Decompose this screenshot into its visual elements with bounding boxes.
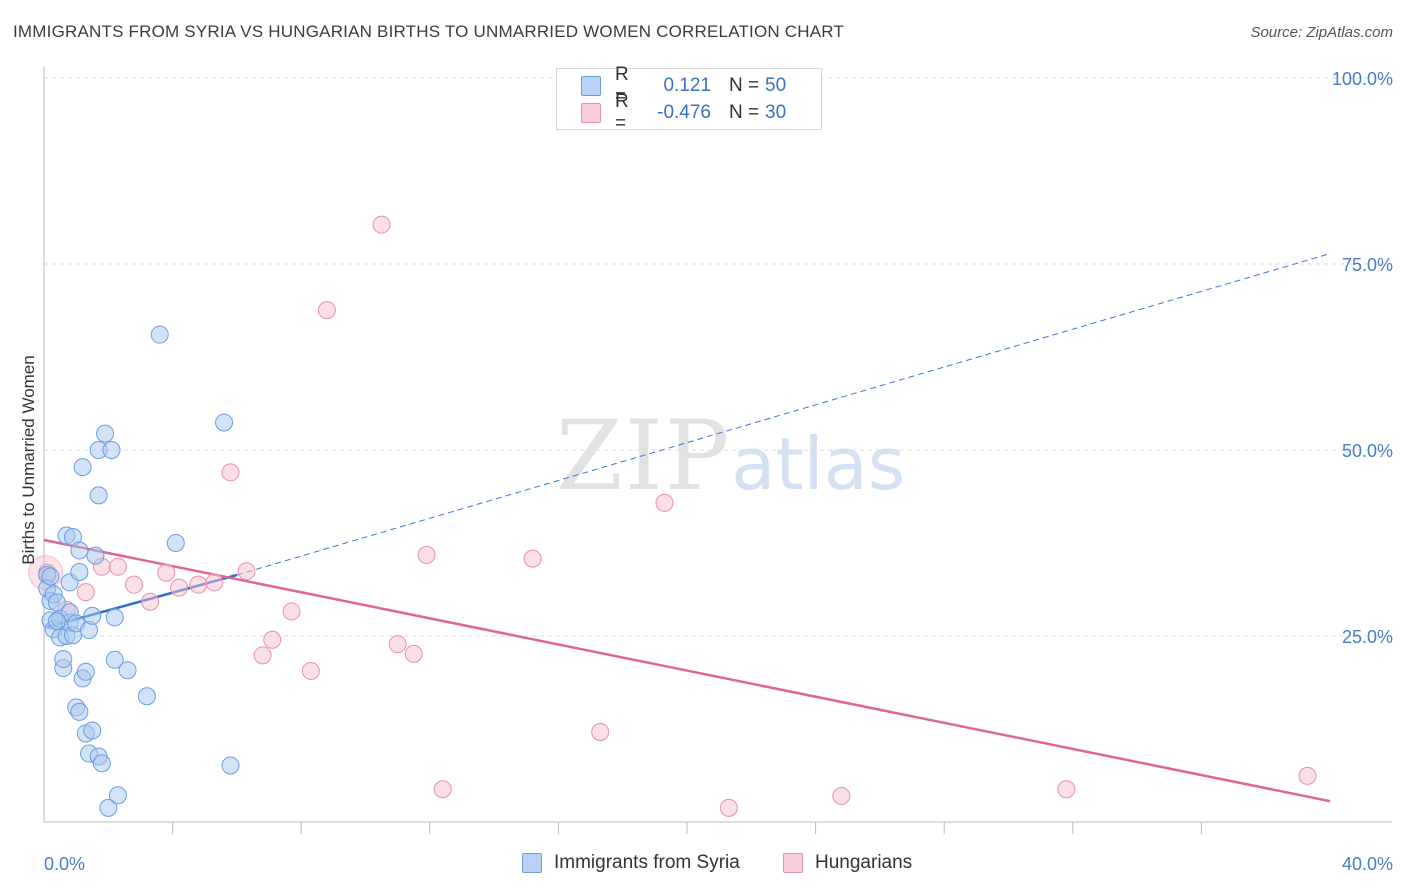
- series-legend-syria[interactable]: Immigrants from Syria: [522, 852, 740, 874]
- syria-point: [96, 424, 115, 443]
- syria-point: [83, 721, 102, 740]
- legend-n-label: N =: [729, 75, 760, 96]
- hungarian-point: [301, 661, 320, 680]
- legend-swatch-hungarians: [581, 103, 601, 123]
- syria-point: [70, 702, 89, 721]
- hungarian-point: [1298, 766, 1317, 785]
- hungarian-point: [591, 722, 610, 741]
- hungarian-point: [189, 575, 208, 594]
- syria-point: [47, 612, 66, 631]
- legend-n-label: N =: [729, 102, 760, 123]
- hungarian-point: [263, 630, 282, 649]
- syria-point: [221, 756, 240, 775]
- syria-point: [54, 650, 73, 669]
- legend-r-value: -0.476: [657, 102, 711, 123]
- grid-layer: [44, 77, 1392, 637]
- syria-point: [99, 798, 118, 817]
- chart-source: Source: ZipAtlas.com: [1250, 24, 1393, 41]
- x-tick-label: 0.0%: [44, 854, 85, 874]
- correlation-legend: R = 0.121 N = 50 R = -0.476 N = 30: [556, 64, 822, 134]
- hungarian-trend-line: [43, 538, 1331, 803]
- hungarian-point: [170, 578, 189, 597]
- syria-point: [41, 567, 60, 586]
- hungarian-point: [76, 583, 95, 602]
- legend-r-value: 0.121: [663, 75, 711, 96]
- hungarian-point: [221, 463, 240, 482]
- hungarian-point: [388, 635, 407, 654]
- syria-point: [105, 650, 124, 669]
- series-swatch-hungarians: [783, 853, 803, 873]
- syria-point: [73, 458, 92, 477]
- syria-trend-extension: [236, 253, 1331, 576]
- watermark: ZIPatlas: [556, 400, 905, 512]
- hungarian-point: [404, 644, 423, 663]
- syria-point: [76, 662, 95, 681]
- trend-layer: [43, 253, 1331, 803]
- syria-point: [137, 687, 156, 706]
- y-tick-label: 25.0%: [1342, 627, 1393, 647]
- syria-point: [92, 754, 111, 773]
- hungarian-point: [372, 215, 391, 234]
- syria-point: [70, 541, 89, 560]
- syria-point: [166, 534, 185, 552]
- hungarian-point: [205, 573, 224, 592]
- points-layer: [28, 215, 1317, 817]
- hungarian-point: [253, 646, 272, 665]
- hungarian-point: [719, 798, 738, 817]
- series-label-hungarians: Hungarians: [815, 852, 913, 873]
- series-label-syria: Immigrants from Syria: [554, 852, 740, 873]
- hungarian-point: [655, 493, 674, 512]
- watermark-atlas: atlas: [731, 422, 906, 506]
- hungarian-point: [141, 592, 160, 611]
- legend-n-value: 50: [765, 75, 787, 96]
- y-tick-label: 100.0%: [1332, 69, 1393, 89]
- hungarian-point: [108, 557, 127, 576]
- legend-row-syria: R = 0.121 N = 50: [581, 64, 787, 107]
- legend-r-label: R =: [615, 91, 629, 134]
- y-tick-label: 50.0%: [1342, 441, 1393, 461]
- syria-point: [105, 608, 124, 627]
- hungarian-point: [832, 786, 851, 805]
- labels-layer: 25.0% 50.0% 75.0% 100.0% 0.0% 40.0% Births to …: [19, 69, 1393, 874]
- syria-point: [86, 546, 105, 565]
- syria-point: [102, 441, 121, 459]
- hungarian-point: [157, 563, 176, 582]
- series-swatch-syria: [522, 853, 542, 873]
- series-legend: Immigrants from Syria Hungarians: [0, 852, 1406, 878]
- syria-point: [70, 563, 89, 582]
- axes-layer: [43, 66, 1392, 834]
- x-tick-label: 40.0%: [1342, 854, 1393, 874]
- hungarian-point: [523, 549, 542, 568]
- syria-point: [108, 786, 127, 805]
- hungarian-point: [237, 562, 256, 581]
- syria-point: [150, 325, 169, 344]
- syria-point: [215, 413, 234, 432]
- legend-swatch-syria: [581, 76, 601, 96]
- legend-r-label: R =: [615, 64, 629, 107]
- hungarian-point: [417, 545, 436, 564]
- syria-point: [83, 606, 102, 625]
- legend-n-value: 30: [765, 102, 787, 123]
- y-axis-title: Births to Unmarried Women: [19, 355, 38, 564]
- legend-row-hungarians: R = -0.476 N = 30: [581, 91, 787, 134]
- hungarian-point: [1057, 780, 1076, 799]
- hungarian-point: [317, 301, 336, 320]
- hungarian-point: [125, 575, 144, 594]
- chart-title: IMMIGRANTS FROM SYRIA VS HUNGARIAN BIRTH…: [13, 22, 845, 41]
- series-legend-hungarians[interactable]: Hungarians: [783, 852, 912, 874]
- hungarian-point: [282, 602, 301, 621]
- syria-point: [89, 486, 108, 505]
- hungarian-point: [433, 780, 452, 799]
- y-tick-label: 75.0%: [1342, 255, 1393, 275]
- syria-point: [118, 661, 137, 680]
